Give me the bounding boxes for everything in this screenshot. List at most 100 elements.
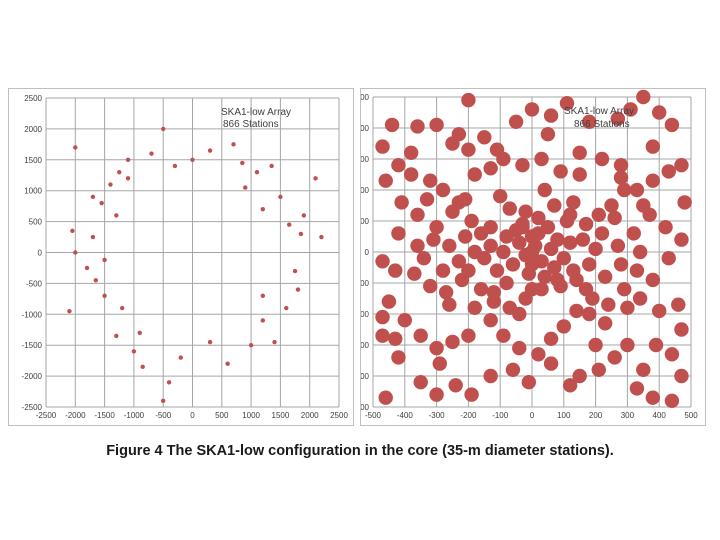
data-point — [260, 207, 266, 212]
data-point — [410, 238, 425, 253]
data-point — [645, 139, 661, 154]
data-point — [93, 278, 99, 283]
x-tick-label: -1500 — [94, 411, 115, 420]
data-point — [473, 226, 489, 241]
data-point — [419, 192, 435, 207]
data-point — [161, 126, 166, 132]
data-point — [496, 244, 511, 260]
data-point — [499, 275, 514, 291]
data-point — [73, 250, 78, 255]
scatter-points — [67, 126, 324, 404]
data-point — [301, 213, 307, 218]
data-point — [125, 157, 131, 162]
data-point — [442, 297, 457, 312]
data-point — [537, 182, 552, 198]
data-point — [125, 176, 131, 181]
data-point — [486, 285, 502, 300]
data-point — [429, 340, 444, 356]
data-point — [575, 232, 591, 247]
data-point — [531, 210, 546, 226]
y-tick-label: -200 — [361, 310, 370, 319]
data-point — [473, 282, 489, 297]
data-point — [375, 309, 390, 325]
data-point — [636, 198, 651, 213]
data-point — [442, 238, 457, 253]
data-point — [435, 182, 451, 198]
x-tick-label: 200 — [589, 411, 603, 420]
y-tick-label: 500 — [29, 218, 43, 227]
data-point — [207, 148, 213, 153]
data-point — [601, 297, 616, 312]
data-point — [505, 257, 521, 272]
data-point — [610, 111, 626, 126]
data-point — [512, 306, 527, 322]
data-point — [620, 300, 635, 315]
data-point — [394, 195, 409, 210]
data-point — [534, 151, 549, 167]
x-tick-label: 100 — [557, 411, 571, 420]
data-point — [99, 200, 104, 206]
data-point — [391, 158, 406, 173]
x-tick-label: -500 — [365, 411, 382, 420]
data-point — [636, 362, 651, 377]
data-point — [458, 229, 473, 244]
data-point — [451, 254, 467, 269]
data-point — [140, 364, 145, 370]
data-point — [477, 251, 492, 266]
y-tick-label: 0 — [365, 248, 370, 257]
data-point — [607, 350, 622, 365]
y-tick-label: -2000 — [22, 372, 43, 381]
data-point — [613, 170, 629, 185]
data-point — [588, 337, 603, 353]
data-point — [458, 192, 473, 207]
data-point — [664, 117, 680, 133]
data-point — [543, 331, 559, 346]
chart-title: SKA1-low Array — [221, 107, 291, 118]
data-point — [553, 278, 568, 294]
x-tick-label: 400 — [653, 411, 667, 420]
data-point — [658, 220, 673, 235]
data-point — [623, 102, 638, 117]
x-tick-label: 1500 — [272, 411, 290, 420]
data-point — [161, 398, 166, 404]
data-point — [645, 390, 661, 405]
data-point — [114, 213, 119, 218]
x-tick-label: -2500 — [36, 411, 57, 420]
data-point — [578, 216, 594, 232]
data-point — [588, 241, 603, 257]
data-point — [543, 356, 559, 371]
data-point — [190, 157, 195, 162]
data-point — [674, 368, 689, 384]
data-point — [423, 278, 438, 294]
data-point — [572, 368, 587, 384]
x-tick-label: -400 — [397, 411, 414, 420]
data-point — [292, 268, 298, 274]
data-point — [464, 213, 479, 229]
scatter-chart-full-array: -2500 -2000 -1500 -1000 -500 0 500 1000 1500 2000… — [22, 94, 349, 420]
data-point — [378, 173, 393, 188]
data-point — [632, 244, 648, 260]
y-tick-label: 1500 — [24, 156, 42, 165]
data-point — [483, 368, 498, 384]
data-point — [562, 235, 578, 250]
data-point — [607, 210, 622, 226]
data-point — [636, 89, 651, 105]
data-point — [569, 303, 584, 319]
data-point — [524, 229, 540, 244]
data-point — [674, 158, 689, 173]
data-point — [231, 142, 236, 147]
data-point — [467, 167, 482, 182]
data-point — [461, 92, 476, 108]
y-tick-label: -500 — [361, 403, 370, 412]
data-point — [461, 328, 476, 343]
y-tick-label: -300 — [361, 341, 370, 350]
data-point — [496, 151, 511, 167]
data-point — [582, 257, 597, 272]
data-point — [664, 347, 680, 362]
data-point — [137, 330, 142, 336]
data-point — [632, 291, 648, 306]
data-point — [278, 194, 283, 200]
data-point — [375, 139, 390, 154]
data-point — [445, 204, 460, 219]
data-point — [591, 362, 606, 377]
